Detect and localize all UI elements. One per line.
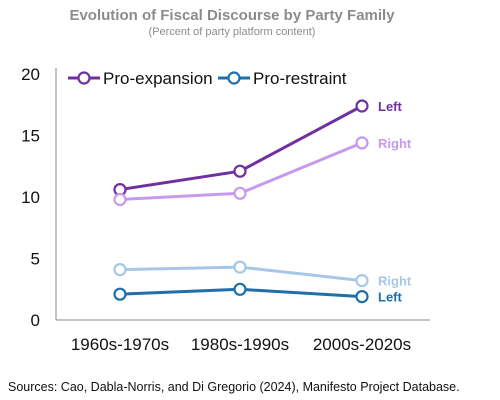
data-point-pro-restraint-right (233, 260, 247, 274)
chart-subtitle: (Percent of party platform content) (149, 26, 316, 38)
data-point-pro-restraint-left (233, 282, 247, 296)
data-point-pro-expansion-right (355, 136, 369, 150)
source-note: Sources: Cao, Dabla-Norris, and Di Grego… (8, 380, 460, 394)
series-pro-restraint-left: Left (113, 282, 403, 305)
chart-title: Evolution of Fiscal Discourse by Party F… (69, 7, 395, 24)
series-pro-expansion-right: Right (113, 136, 412, 207)
x-tick-labels: 1960s-1970s 1980s-1990s 2000s-2020s (71, 335, 411, 354)
series-end-label-pro-restraint-left: Left (378, 290, 403, 305)
series-end-label-pro-restraint-right: Right (378, 274, 412, 289)
x-tick-label: 1980s-1990s (191, 335, 289, 354)
y-tick-label: 0 (31, 311, 40, 330)
series-end-label-pro-expansion-right: Right (378, 136, 412, 151)
data-point-pro-restraint-right (355, 274, 369, 288)
data-point-pro-expansion-left (355, 99, 369, 113)
y-tick-label: 10 (21, 188, 40, 207)
legend-item-pro-expansion: Pro-expansion (68, 69, 213, 88)
series-pro-expansion-left: Left (113, 99, 403, 197)
series-pro-restraint-right: Right (113, 260, 412, 289)
legend-label-pro-expansion: Pro-expansion (103, 69, 213, 88)
legend-label-pro-restraint: Pro-restraint (253, 69, 347, 88)
legend-marker-pro-expansion (77, 71, 91, 85)
data-point-pro-restraint-right (113, 263, 127, 277)
data-point-pro-expansion-left (233, 164, 247, 178)
data-point-pro-restraint-left (355, 290, 369, 304)
y-tick-label: 15 (21, 127, 40, 146)
data-point-pro-expansion-right (113, 192, 127, 207)
legend-item-pro-restraint: Pro-restraint (218, 69, 347, 88)
y-tick-label: 20 (21, 65, 40, 84)
x-tick-label: 2000s-2020s (313, 335, 411, 354)
y-tick-labels: 0 5 10 15 20 (21, 65, 40, 330)
legend-marker-pro-restraint (227, 71, 241, 85)
legend: Pro-expansion Pro-restraint (68, 69, 347, 88)
series-end-label-pro-expansion-left: Left (378, 99, 403, 114)
y-tick-label: 5 (31, 250, 40, 269)
data-point-pro-restraint-left (113, 287, 127, 301)
x-tick-label: 1960s-1970s (71, 335, 169, 354)
data-point-pro-expansion-right (233, 186, 247, 200)
